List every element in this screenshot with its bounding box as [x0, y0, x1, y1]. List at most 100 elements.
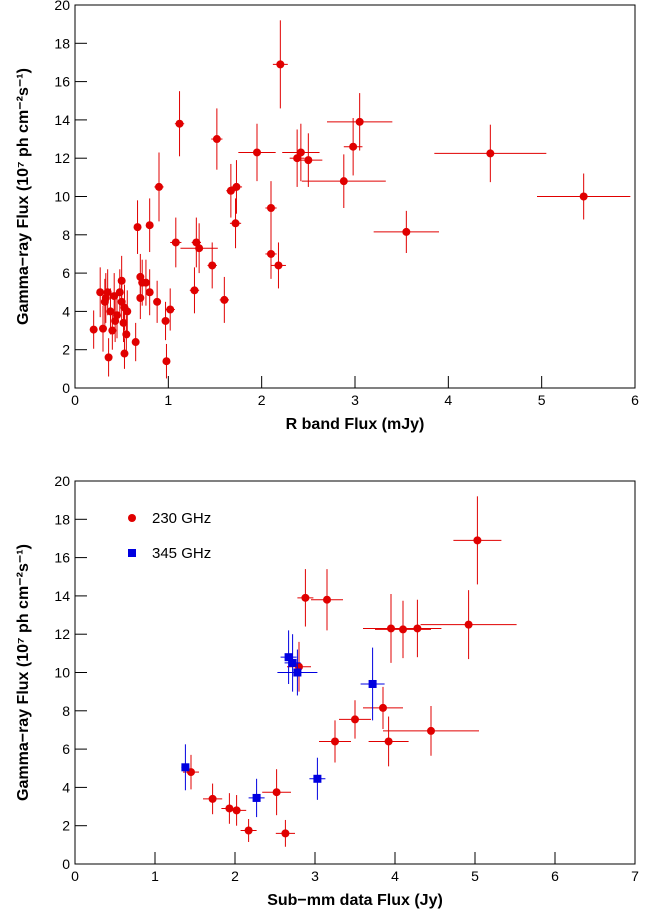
point [267, 249, 275, 258]
point [208, 261, 217, 270]
point [110, 292, 119, 301]
point [473, 536, 482, 545]
point [301, 593, 310, 602]
x-tick-label: 4 [391, 868, 399, 884]
point [120, 349, 129, 358]
y-tick-label: 14 [54, 588, 70, 604]
x-tick-label: 1 [151, 868, 159, 884]
x-tick-label: 0 [71, 868, 79, 884]
point [274, 261, 283, 270]
point [166, 305, 175, 314]
point [281, 829, 290, 838]
point [220, 295, 229, 304]
point [96, 288, 105, 297]
point [464, 620, 473, 629]
y-tick-label: 18 [54, 35, 70, 51]
point [195, 244, 204, 253]
y-tick-label: 0 [62, 856, 70, 872]
point [253, 148, 261, 157]
point [304, 156, 313, 165]
y-tick-label: 12 [54, 626, 70, 642]
point [267, 203, 275, 212]
point [108, 326, 117, 335]
y-tick-label: 12 [54, 150, 70, 166]
y-tick-label: 8 [62, 703, 70, 719]
y-tick-label: 10 [54, 189, 70, 205]
point [379, 703, 387, 712]
x-tick-label: 4 [444, 392, 452, 408]
y-tick-label: 4 [62, 779, 70, 795]
point [293, 668, 302, 677]
y-tick-label: 16 [54, 550, 70, 566]
point [226, 186, 235, 195]
x-tick-label: 2 [258, 392, 266, 408]
x-tick-label: 3 [351, 392, 359, 408]
x-tick-label: 3 [311, 868, 319, 884]
x-axis-label: Sub−mm data Flux (Jy) [267, 892, 443, 909]
point [212, 135, 221, 144]
y-axis-label: Gamma−ray Flux (10⁷ ph cm⁻²s⁻¹) [15, 68, 32, 325]
point [131, 338, 140, 347]
point [276, 60, 285, 69]
point [119, 318, 128, 327]
point [133, 223, 142, 232]
point [244, 826, 253, 835]
point [171, 238, 180, 247]
point [89, 325, 98, 334]
point [145, 288, 154, 297]
point [122, 330, 131, 339]
y-tick-label: 18 [54, 511, 70, 527]
point [115, 288, 124, 297]
point [141, 278, 150, 287]
y-tick-label: 6 [62, 741, 70, 757]
y-tick-label: 2 [62, 818, 70, 834]
point [231, 219, 240, 228]
point [427, 726, 435, 735]
point [272, 788, 281, 797]
point [351, 715, 359, 724]
point [161, 316, 170, 325]
x-tick-label: 2 [231, 868, 239, 884]
legend-marker [128, 549, 136, 557]
point [145, 221, 154, 230]
point [232, 806, 241, 815]
point [399, 625, 407, 634]
x-tick-label: 6 [631, 392, 639, 408]
point [288, 658, 297, 667]
legend-label: 230 GHz [152, 510, 211, 527]
point [313, 774, 322, 783]
x-tick-label: 5 [471, 868, 479, 884]
y-axis-label: Gamma−ray Flux (10⁷ ph cm⁻²s⁻¹) [15, 544, 32, 801]
point [579, 192, 588, 201]
legend-label: 345 GHz [152, 545, 211, 562]
y-tick-label: 16 [54, 74, 70, 90]
y-tick-label: 14 [54, 112, 70, 128]
point [413, 624, 422, 633]
x-tick-label: 1 [164, 392, 172, 408]
point [162, 357, 171, 366]
legend-marker [128, 514, 136, 522]
point [136, 293, 145, 302]
y-tick-label: 20 [54, 473, 70, 489]
point [175, 119, 184, 128]
point [103, 288, 112, 297]
plot-frame [74, 480, 636, 865]
point [384, 737, 393, 746]
point [252, 793, 261, 802]
x-tick-label: 5 [538, 392, 546, 408]
point [104, 353, 113, 362]
x-tick-label: 7 [631, 868, 639, 884]
y-tick-label: 10 [54, 665, 70, 681]
point [155, 182, 163, 191]
point [232, 182, 241, 191]
point [387, 624, 395, 633]
y-tick-label: 6 [62, 265, 70, 281]
point [284, 653, 293, 662]
y-tick-label: 2 [62, 342, 70, 358]
point [99, 324, 107, 333]
x-tick-label: 6 [551, 868, 559, 884]
point [368, 679, 377, 688]
y-tick-label: 0 [62, 380, 70, 396]
